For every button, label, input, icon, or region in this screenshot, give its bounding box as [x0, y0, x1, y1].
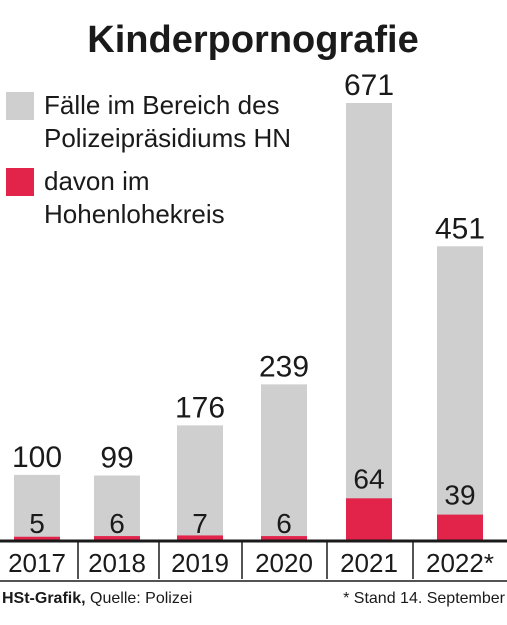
tick-label-2017: 2017 — [8, 548, 66, 578]
chart-title: Kinderpornografie — [87, 19, 418, 61]
label-total-2020: 239 — [259, 350, 309, 383]
tick-label-2020: 2020 — [255, 548, 313, 578]
bar-hohenlohe-2022 — [437, 514, 483, 540]
legend-label-2-line-1: davon im — [44, 166, 150, 196]
tick-label-2021: 2021 — [340, 548, 398, 578]
legend-swatch-1 — [6, 92, 34, 120]
bar-total-2020 — [261, 384, 307, 540]
bar-hohenlohe-2018 — [94, 536, 140, 540]
label-total-2022: 451 — [435, 212, 485, 245]
legend-label-2-line-2: Hohenlohekreis — [44, 199, 225, 229]
bar-total-2017 — [14, 474, 60, 540]
label-hohenlohe-2017: 5 — [29, 508, 45, 539]
tick-label-2022: 2022* — [426, 548, 494, 578]
bar-hohenlohe-2020 — [261, 536, 307, 540]
bar-total-2022 — [437, 246, 483, 540]
bar-hohenlohe-2021 — [346, 498, 392, 540]
legend-label-1-line-1: Fälle im Bereich des — [44, 90, 280, 120]
x-axis-ticks: 2017 2018 2019 2020 2021 2022* — [8, 542, 494, 579]
footer-credit-bold: HSt-Grafik, — [2, 590, 86, 607]
label-hohenlohe-2022: 39 — [444, 480, 475, 511]
tick-label-2019: 2019 — [171, 548, 229, 578]
footer-credit: HSt-Grafik, Quelle: Polizei — [2, 590, 192, 607]
label-total-2021: 671 — [344, 69, 394, 102]
bar-hohenlohe-2017 — [14, 536, 60, 540]
legend-label-1-line-2: Polizeipräsidiums HN — [44, 123, 291, 153]
bar-hohenlohe-2019 — [177, 535, 223, 540]
label-hohenlohe-2020: 6 — [276, 508, 292, 539]
bars — [14, 103, 483, 540]
label-hohenlohe-2019: 7 — [192, 508, 208, 539]
tick-label-2018: 2018 — [88, 548, 146, 578]
label-hohenlohe-2018: 6 — [109, 508, 125, 539]
footer-credit-source: Quelle: Polizei — [86, 590, 193, 607]
bar-total-2021 — [346, 103, 392, 540]
value-labels: 100 5 99 6 176 7 239 6 671 64 451 39 — [12, 69, 485, 539]
footer-note: * Stand 14. September — [343, 590, 506, 607]
bar-total-2019 — [177, 425, 223, 540]
bar-total-2018 — [94, 475, 140, 540]
label-total-2017: 100 — [12, 441, 62, 474]
legend-swatch-2 — [6, 168, 34, 196]
label-hohenlohe-2021: 64 — [353, 463, 384, 494]
label-total-2018: 99 — [100, 442, 133, 475]
label-total-2019: 176 — [175, 391, 225, 424]
